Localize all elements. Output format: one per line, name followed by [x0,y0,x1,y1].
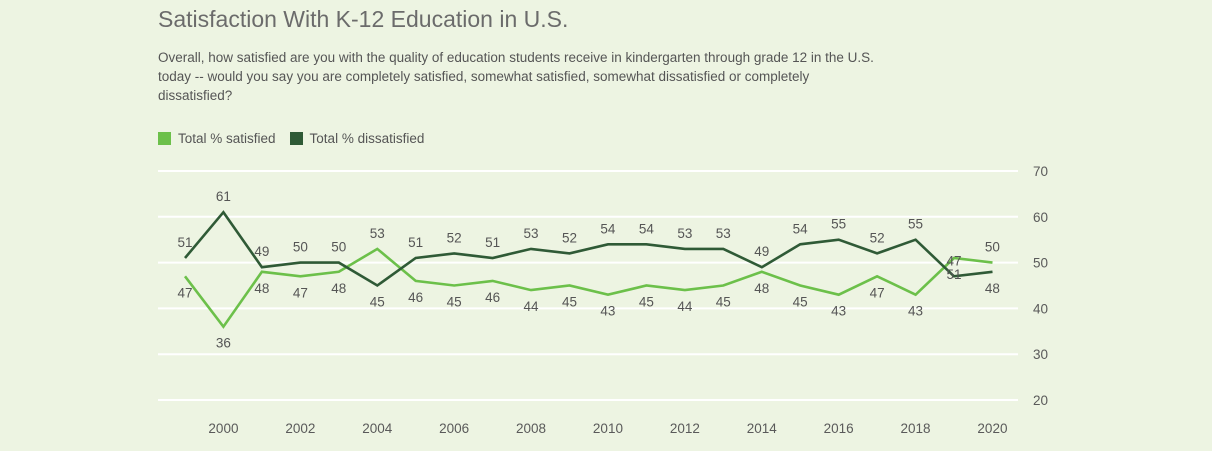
data-label-satisfied-2016: 43 [831,304,846,319]
data-label-dissatisfied-2015: 54 [793,221,809,236]
legend-swatch-dissatisfied [289,132,303,145]
data-label-dissatisfied-2014: 49 [754,244,769,259]
data-label-satisfied-2003: 48 [331,281,346,296]
series-line-dissatisfied [184,210,993,288]
data-label-satisfied-2000: 36 [216,336,231,351]
x-tick-label-2006: 2006 [439,421,469,436]
data-label-satisfied-2010: 43 [600,304,615,319]
chart-subtitle: Overall, how satisfied are you with the … [158,50,874,103]
data-label-dissatisfied-2001: 49 [254,244,269,259]
series-line-satisfied [183,247,993,329]
data-label-dissatisfied-2018: 55 [908,217,923,232]
data-label-dissatisfied-2007: 51 [485,235,500,250]
chart-title: Satisfaction With K-12 Education in U.S. [158,6,569,32]
data-label-dissatisfied-2004: 45 [370,295,385,310]
data-label-dissatisfied-1999: 51 [177,235,192,250]
x-tick-label-2014: 2014 [747,421,778,436]
data-label-dissatisfied-2002: 50 [293,240,308,255]
data-label-satisfied-2002: 47 [293,285,308,300]
data-label-dissatisfied-2006: 52 [447,230,462,245]
data-label-satisfied-2007: 46 [485,290,500,305]
legend-swatch-satisfied [158,132,171,145]
x-tick-label-2020: 2020 [977,421,1007,436]
data-label-dissatisfied-2000: 61 [216,189,231,204]
data-label-dissatisfied-2005: 51 [408,235,423,250]
x-tick-label-2002: 2002 [285,421,315,436]
data-label-dissatisfied-2010: 54 [600,221,616,236]
y-tick-label-50: 50 [1033,256,1048,271]
y-tick-label-70: 70 [1033,164,1048,179]
data-label-dissatisfied-2009: 52 [562,230,577,245]
data-label-satisfied-2009: 45 [562,295,577,310]
data-label-satisfied-2020: 50 [985,240,1000,255]
data-label-satisfied-2004: 53 [370,226,385,241]
x-tick-label-2016: 2016 [824,421,854,436]
data-label-satisfied-1999: 47 [177,285,192,300]
data-label-satisfied-2019: 51 [946,267,961,282]
data-label-dissatisfied-2011: 54 [639,221,655,236]
data-label-dissatisfied-2019: 47 [946,253,961,268]
x-tick-label-2000: 2000 [208,421,238,436]
data-label-dissatisfied-2003: 50 [331,240,346,255]
data-label-satisfied-2014: 48 [754,281,769,296]
x-tick-label-2010: 2010 [593,421,623,436]
data-label-satisfied-2005: 46 [408,290,423,305]
chart-legend: Total % satisfied Total % dissatisfied [158,131,438,146]
data-label-satisfied-2008: 44 [524,299,540,314]
x-tick-label-2004: 2004 [362,421,393,436]
legend-label-dissatisfied: Total % dissatisfied [309,131,425,146]
data-label-dissatisfied-2020: 48 [985,281,1000,296]
data-label-satisfied-2001: 48 [254,281,269,296]
data-label-dissatisfied-2013: 53 [716,226,731,241]
x-tick-label-2018: 2018 [901,421,931,436]
data-label-satisfied-2013: 45 [716,295,731,310]
x-tick-label-2008: 2008 [516,421,546,436]
y-tick-label-20: 20 [1033,393,1048,408]
data-label-satisfied-2018: 43 [908,304,923,319]
y-tick-label-30: 30 [1033,347,1048,362]
legend-label-satisfied: Total % satisfied [178,131,276,146]
y-tick-label-60: 60 [1033,210,1048,225]
data-label-dissatisfied-2016: 55 [831,217,846,232]
data-label-satisfied-2006: 45 [447,295,462,310]
legend-item-satisfied: Total % satisfied [158,131,276,146]
data-label-satisfied-2012: 44 [677,299,693,314]
x-tick-label-2012: 2012 [670,421,700,436]
legend-item-dissatisfied: Total % dissatisfied [289,131,425,146]
data-label-satisfied-2011: 45 [639,295,654,310]
data-label-dissatisfied-2012: 53 [677,226,692,241]
y-tick-label-40: 40 [1033,301,1048,316]
data-label-dissatisfied-2008: 53 [524,226,539,241]
data-label-dissatisfied-2017: 52 [870,230,885,245]
data-label-satisfied-2017: 47 [870,285,885,300]
data-label-satisfied-2015: 45 [793,295,808,310]
